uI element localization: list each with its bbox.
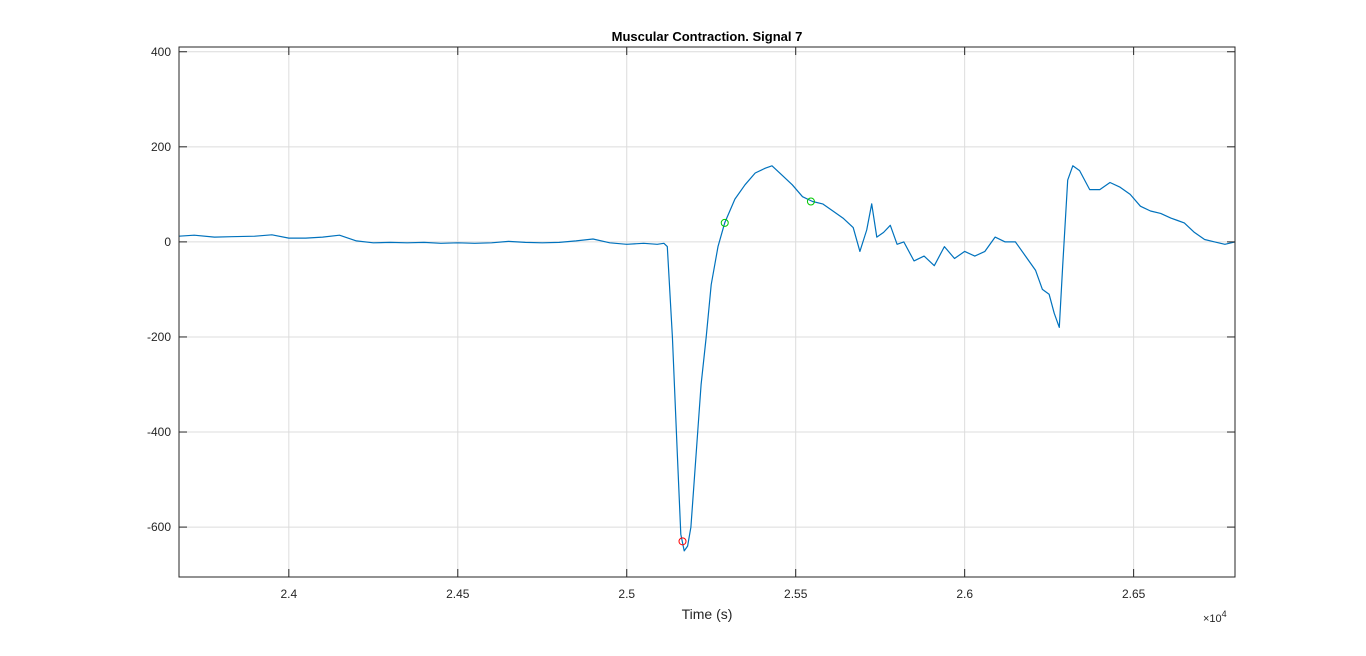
point-marker bbox=[720, 218, 729, 227]
plot-background bbox=[179, 47, 1235, 577]
point-marker bbox=[806, 197, 815, 206]
x-tick-label: 2.45 bbox=[446, 587, 470, 601]
tick-layer: 2.4 2.45 2.5 2.55 2.6 2.65 -600 -400 -200 0 200 400 bbox=[147, 45, 1235, 601]
signal-line bbox=[178, 165, 1236, 552]
plot-frame bbox=[178, 46, 1236, 578]
y-tick-label: -600 bbox=[147, 520, 171, 534]
x-axis-exponent: ×104 bbox=[1203, 609, 1227, 625]
chart-title: Muscular Contraction. Signal 7 bbox=[612, 29, 803, 44]
series-layer bbox=[178, 165, 1236, 552]
x-exponent-power: 4 bbox=[1222, 609, 1227, 619]
y-tick-label: 200 bbox=[151, 140, 171, 154]
point-marker bbox=[678, 537, 687, 546]
x-tick-label: 2.55 bbox=[784, 587, 808, 601]
x-axis-label: Time (s) bbox=[682, 606, 733, 622]
y-tick-label: 0 bbox=[164, 235, 171, 249]
x-tick-label: 2.4 bbox=[280, 587, 297, 601]
y-tick-label: 400 bbox=[151, 45, 171, 59]
grid-layer bbox=[179, 47, 1235, 577]
y-tick-label: -200 bbox=[147, 330, 171, 344]
x-tick-label: 2.5 bbox=[618, 587, 635, 601]
x-tick-label: 2.65 bbox=[1122, 587, 1146, 601]
marker-layer bbox=[678, 197, 815, 546]
x-tick-label: 2.6 bbox=[956, 587, 973, 601]
x-exponent-base: ×10 bbox=[1203, 613, 1222, 625]
y-tick-label: -400 bbox=[147, 425, 171, 439]
